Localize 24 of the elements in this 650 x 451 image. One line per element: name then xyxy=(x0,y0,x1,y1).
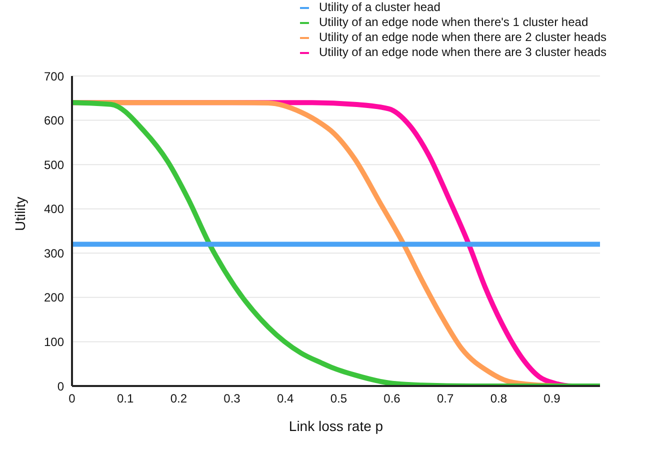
x-tick-label: 0.7 xyxy=(436,392,454,406)
x-tick-label: 0.9 xyxy=(544,392,561,406)
y-axis-title: Utility xyxy=(12,196,28,231)
x-tick-label: 0.1 xyxy=(116,392,134,406)
y-tick-label: 600 xyxy=(44,114,64,128)
legend-label: Utility of an edge node when there are 3 cluster heads xyxy=(319,45,607,60)
x-tick-label: 0.3 xyxy=(224,392,241,406)
x-tick-label: 0.4 xyxy=(276,392,294,406)
x-axis-title: Link loss rate p xyxy=(288,418,384,434)
x-tick-label: 0.5 xyxy=(330,392,348,406)
x-tick-label: 0.6 xyxy=(384,392,401,406)
legend-label: Utility of an edge node when there are 2 cluster heads xyxy=(319,30,607,45)
x-tick-label: 0 xyxy=(68,392,76,406)
y-tick-label: 0 xyxy=(57,379,64,394)
y-tick-label: 300 xyxy=(44,246,64,260)
legend-label: Utility of an edge node when there's 1 cluster head xyxy=(319,15,588,30)
y-tick-label: 700 xyxy=(44,69,64,84)
y-tick-label: 500 xyxy=(44,158,64,172)
y-tick-label: 100 xyxy=(44,334,64,349)
y-tick-label: 200 xyxy=(44,290,64,305)
y-tick-label: 400 xyxy=(44,202,64,216)
x-tick-label: 0.2 xyxy=(170,392,188,406)
legend-label: Utility of a cluster head xyxy=(319,0,440,15)
x-tick-label: 0.8 xyxy=(490,392,508,406)
